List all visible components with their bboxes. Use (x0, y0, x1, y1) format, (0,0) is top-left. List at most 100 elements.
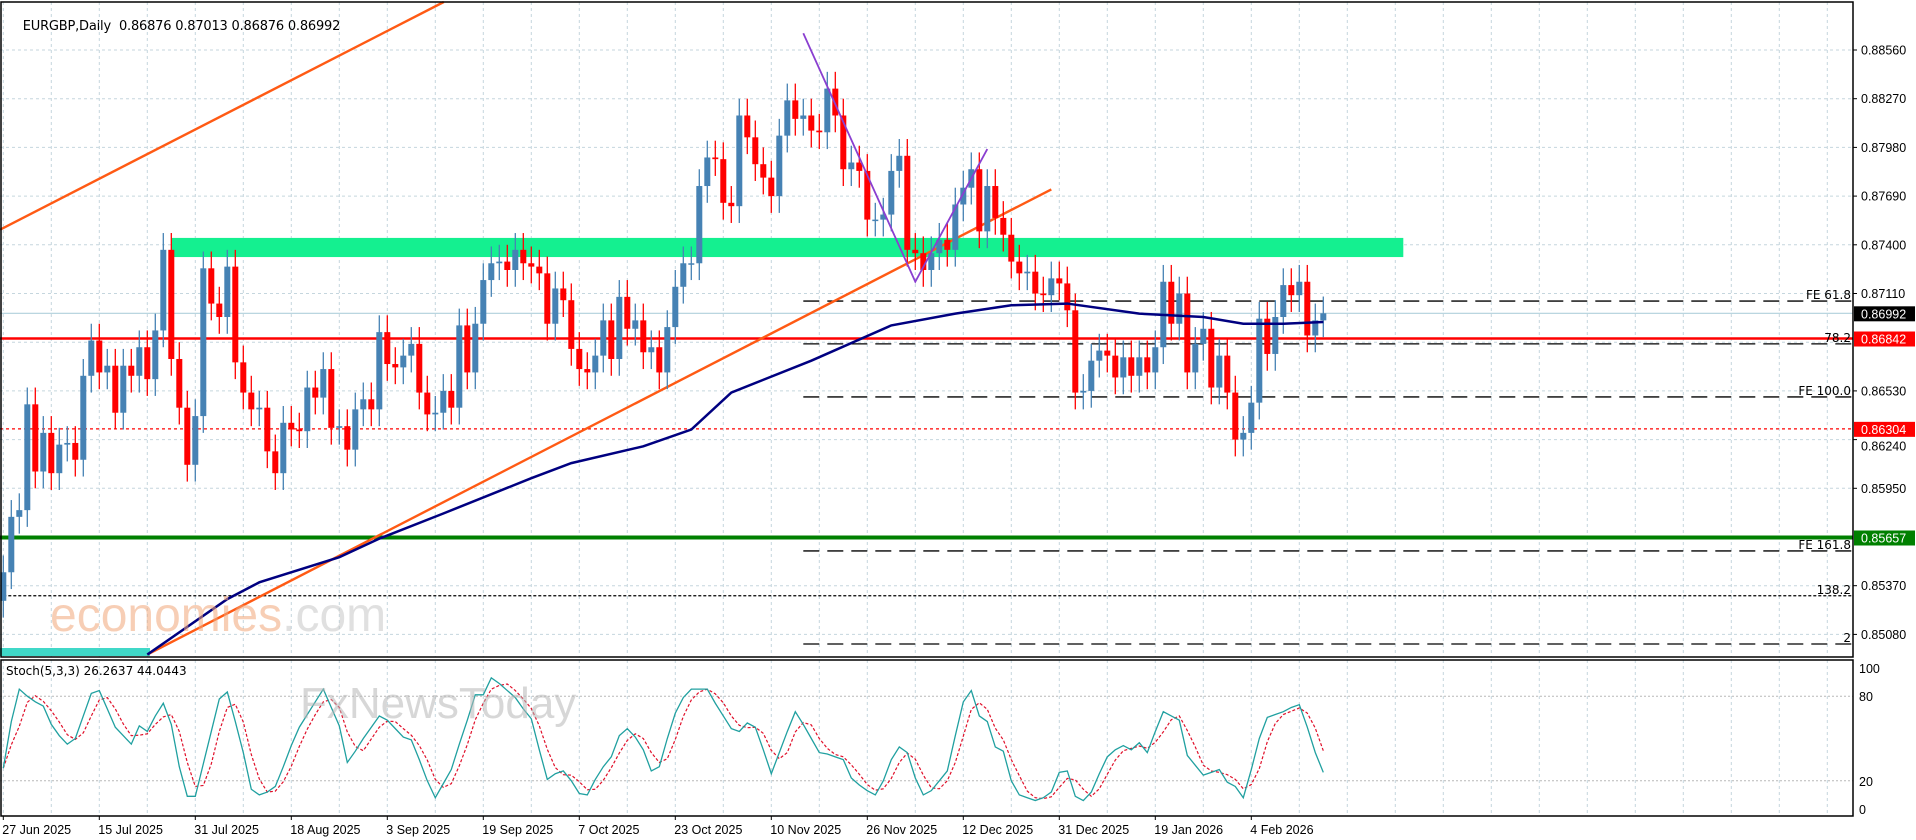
candle[interactable] (400, 338, 407, 385)
candle[interactable] (464, 308, 471, 390)
trendline[interactable] (0, 0, 445, 231)
candle[interactable] (792, 83, 799, 136)
candle[interactable] (0, 555, 7, 618)
candle[interactable] (1008, 217, 1015, 279)
candle[interactable] (1136, 340, 1143, 393)
candle[interactable] (296, 412, 303, 448)
candle[interactable] (184, 390, 191, 482)
candle[interactable] (944, 222, 951, 267)
candle[interactable] (880, 197, 887, 237)
candle[interactable] (64, 426, 71, 462)
candle[interactable] (584, 352, 591, 390)
candle[interactable] (624, 280, 631, 346)
candle[interactable] (440, 374, 447, 430)
candle[interactable] (8, 500, 15, 590)
candle[interactable] (1096, 333, 1103, 378)
candle[interactable] (376, 315, 383, 427)
candle[interactable] (640, 303, 647, 370)
candle[interactable] (992, 169, 999, 235)
candle[interactable] (864, 154, 871, 237)
candle[interactable] (1144, 340, 1151, 390)
candle[interactable] (128, 348, 135, 393)
candle[interactable] (48, 416, 55, 490)
candle[interactable] (304, 370, 311, 448)
candle[interactable] (104, 348, 111, 390)
candle[interactable] (472, 306, 479, 390)
candle[interactable] (1256, 301, 1263, 420)
candle[interactable] (928, 236, 935, 287)
candle[interactable] (1016, 244, 1023, 291)
candle[interactable] (1208, 311, 1215, 405)
candle[interactable] (1248, 385, 1255, 450)
candle[interactable] (1120, 340, 1127, 395)
candle[interactable] (264, 390, 271, 469)
candle[interactable] (312, 370, 319, 415)
candle[interactable] (688, 246, 695, 281)
candle[interactable] (536, 249, 543, 291)
candle[interactable] (384, 315, 391, 381)
candle[interactable] (616, 280, 623, 376)
candle[interactable] (648, 330, 655, 370)
candle[interactable] (240, 345, 247, 410)
candle[interactable] (696, 169, 703, 281)
candle[interactable] (408, 327, 415, 373)
candle[interactable] (768, 160, 775, 213)
candle[interactable] (984, 169, 991, 249)
candle[interactable] (712, 140, 719, 176)
candle[interactable] (1152, 330, 1159, 390)
candle[interactable] (32, 387, 39, 489)
candle[interactable] (1088, 343, 1095, 408)
candle[interactable] (840, 98, 847, 187)
candle[interactable] (744, 98, 751, 155)
candle[interactable] (776, 118, 783, 213)
candle[interactable] (808, 98, 815, 148)
candle[interactable] (496, 244, 503, 281)
candle[interactable] (88, 323, 95, 393)
candle[interactable] (552, 271, 559, 341)
candle[interactable] (280, 406, 287, 490)
candle[interactable] (1000, 201, 1007, 252)
candle[interactable] (152, 313, 159, 396)
candle[interactable] (1232, 375, 1239, 457)
candle[interactable] (1072, 293, 1079, 410)
candle[interactable] (360, 382, 367, 427)
candle[interactable] (1032, 254, 1039, 311)
candle[interactable] (1240, 416, 1247, 457)
candle[interactable] (1288, 268, 1295, 312)
candle[interactable] (368, 382, 375, 427)
candle[interactable] (1056, 261, 1063, 301)
candle[interactable] (456, 308, 463, 425)
candle[interactable] (160, 233, 167, 348)
candle[interactable] (192, 399, 199, 482)
candle[interactable] (904, 139, 911, 267)
candle[interactable] (72, 426, 79, 477)
candle[interactable] (200, 251, 207, 433)
candle[interactable] (512, 233, 519, 287)
candle[interactable] (608, 303, 615, 376)
candle[interactable] (248, 375, 255, 427)
candle[interactable] (480, 263, 487, 341)
candle[interactable] (136, 330, 143, 393)
candle[interactable] (1104, 333, 1111, 373)
candle[interactable] (568, 283, 575, 366)
candle[interactable] (632, 303, 639, 346)
candle[interactable] (336, 409, 343, 445)
candle[interactable] (680, 246, 687, 304)
candle[interactable] (760, 147, 767, 195)
candle[interactable] (112, 348, 119, 430)
candle[interactable] (872, 202, 879, 237)
candle[interactable] (664, 310, 671, 390)
candle[interactable] (424, 375, 431, 432)
candle[interactable] (936, 222, 943, 270)
resistance-zone[interactable] (171, 237, 1404, 258)
candle[interactable] (504, 244, 511, 287)
candle[interactable] (1264, 301, 1271, 371)
candle[interactable] (528, 246, 535, 284)
candle[interactable] (1040, 276, 1047, 312)
candle[interactable] (1312, 303, 1319, 353)
candle[interactable] (1176, 276, 1183, 341)
trendline[interactable] (146, 188, 1052, 656)
candle[interactable] (656, 330, 663, 390)
